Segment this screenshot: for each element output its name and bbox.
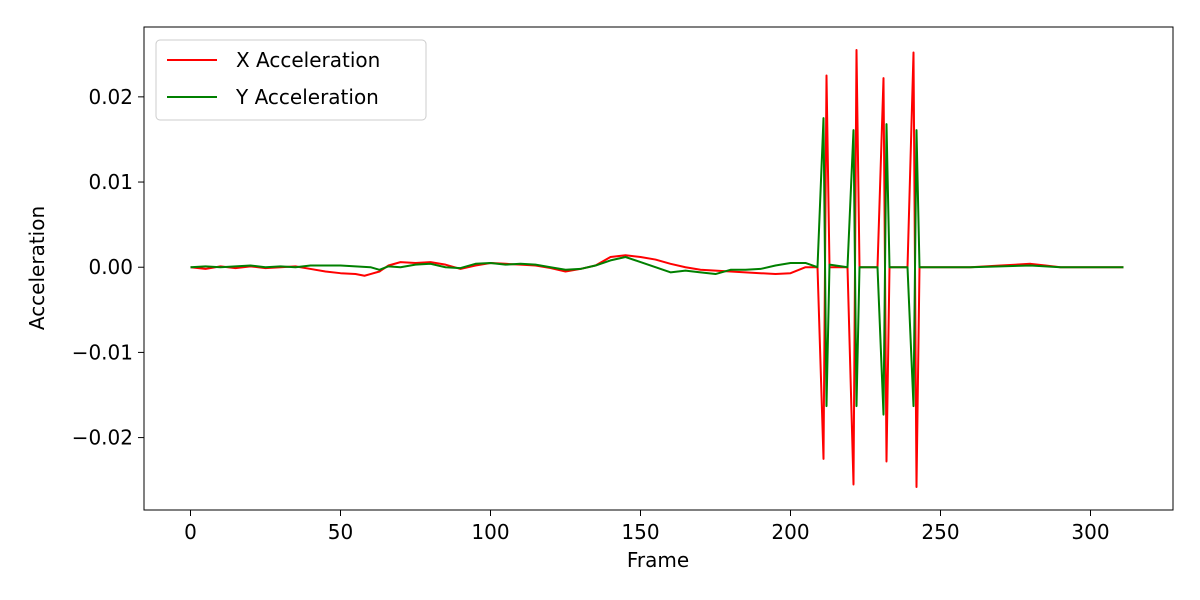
x-tick-label: 150: [621, 520, 659, 544]
x-tick-label: 100: [471, 520, 509, 544]
y-tick-label: 0.01: [88, 170, 133, 194]
legend-label-y-acceleration: Y Acceleration: [235, 85, 379, 109]
x-tick-label: 200: [771, 520, 809, 544]
y-axis-ticks: −0.02 −0.01 0.00 0.01 0.02: [72, 85, 144, 450]
legend: X Acceleration Y Acceleration: [156, 40, 426, 120]
x-tick-label: 300: [1071, 520, 1109, 544]
x-axis-label: Frame: [627, 548, 689, 572]
y-axis-label: Acceleration: [25, 206, 49, 330]
legend-label-x-acceleration: X Acceleration: [236, 48, 380, 72]
y-tick-label: 0.02: [88, 85, 133, 109]
y-tick-label: 0.00: [88, 255, 133, 279]
y-tick-label: −0.01: [72, 340, 133, 364]
x-tick-label: 50: [328, 520, 353, 544]
x-axis-ticks: 0 50 100 150 200 250 300: [184, 510, 1109, 544]
y-tick-label: −0.02: [72, 426, 133, 450]
x-tick-label: 250: [921, 520, 959, 544]
series-line-y-acceleration: [191, 118, 1124, 414]
x-tick-label: 0: [184, 520, 197, 544]
